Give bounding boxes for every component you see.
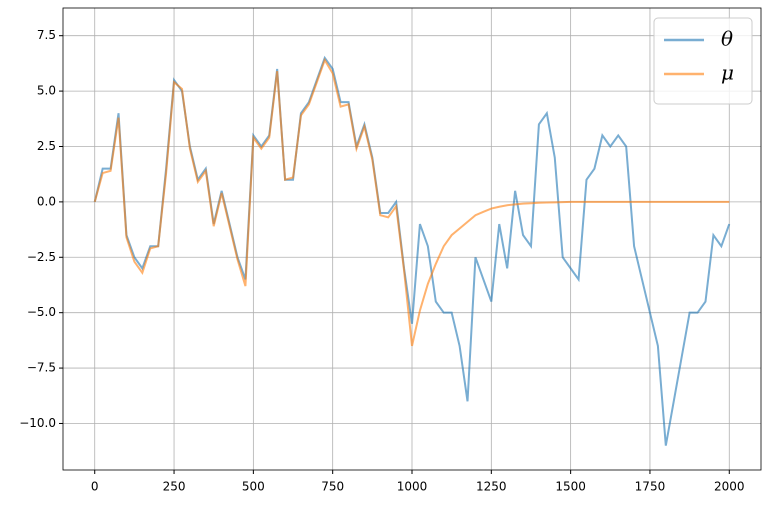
x-tick-label: 1000 [397,480,428,494]
legend-box [653,17,753,105]
y-tick-label: −10.0 [19,416,56,430]
x-tick-label: 750 [321,480,344,494]
x-tick-label: 1500 [555,480,586,494]
y-tick-label: −2.5 [27,250,56,264]
y-tick-label: −7.5 [27,361,56,375]
y-tick-label: 7.5 [37,28,56,42]
series-line [93,55,731,446]
y-tick-label: 5.0 [37,84,56,98]
x-tick-label: 2000 [714,480,745,494]
y-tick-label: 2.5 [37,139,56,153]
x-tick-label: 250 [163,480,186,494]
legend-label: μ [721,61,734,85]
x-tick-label: 1250 [476,480,507,494]
x-tick-label: 500 [242,480,265,494]
y-tick-label: 0.0 [37,194,56,208]
x-tick-label: 1750 [635,480,666,494]
plot-frame [62,7,762,471]
y-tick-label: −5.0 [27,305,56,319]
x-tick-label: 0 [91,480,99,494]
series-line [93,57,730,347]
legend-label: θ [721,27,733,51]
